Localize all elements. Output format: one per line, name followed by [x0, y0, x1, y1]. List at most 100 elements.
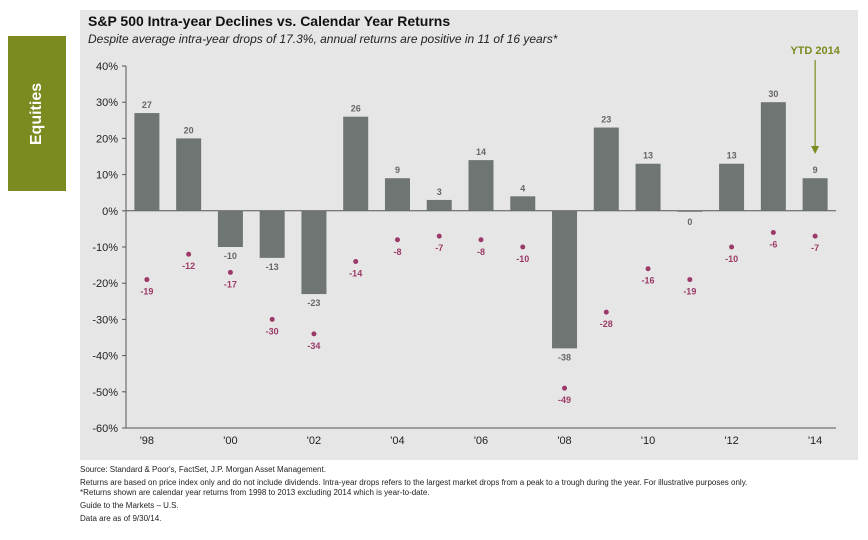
decline-point — [687, 277, 693, 283]
y-tick-label: 10% — [96, 170, 118, 182]
return-bar — [134, 113, 160, 211]
return-label: 30 — [768, 89, 778, 99]
y-tick-label: -60% — [92, 423, 118, 435]
decline-point — [812, 233, 818, 239]
y-tick-label: 30% — [96, 97, 118, 109]
y-tick-label: -40% — [92, 351, 118, 363]
decline-point — [770, 230, 776, 236]
decline-label: -34 — [307, 341, 320, 351]
decline-label: -14 — [349, 268, 362, 278]
return-label: -23 — [307, 298, 320, 308]
return-bar — [384, 178, 410, 211]
return-bar — [635, 163, 661, 211]
return-label: 26 — [351, 104, 361, 114]
decline-point — [436, 233, 442, 239]
y-tick-label: -20% — [92, 278, 118, 290]
return-label: 23 — [601, 115, 611, 125]
chart-title: S&P 500 Intra-year Declines vs. Calendar… — [88, 13, 451, 29]
decline-label: -6 — [769, 240, 777, 250]
x-tick-label: '14 — [808, 435, 822, 447]
decline-label: -8 — [477, 247, 485, 257]
decline-label: -49 — [558, 395, 571, 405]
ytd-annotation: YTD 2014 — [790, 45, 840, 57]
y-tick-label: -50% — [92, 387, 118, 399]
return-label: 27 — [142, 100, 152, 110]
date-note: Data are as of 9/30/14. — [80, 514, 162, 523]
x-tick-label: '98 — [140, 435, 154, 447]
return-bar — [259, 210, 285, 258]
y-tick-label: -10% — [92, 242, 118, 254]
decline-label: -28 — [600, 319, 613, 329]
return-label: 13 — [727, 151, 737, 161]
decline-point — [478, 237, 484, 243]
decline-point — [603, 309, 609, 315]
decline-point — [520, 244, 526, 250]
decline-label: -16 — [642, 276, 655, 286]
return-bar — [301, 210, 327, 295]
decline-point — [311, 331, 317, 337]
y-tick-label: 40% — [96, 61, 118, 73]
y-tick-label: 0% — [102, 206, 118, 218]
methodology-note: Returns are based on price index only an… — [80, 478, 748, 497]
x-tick-label: '00 — [223, 435, 237, 447]
decline-label: -19 — [683, 287, 696, 297]
return-label: -13 — [266, 262, 279, 272]
return-bar — [760, 102, 786, 211]
return-label: 9 — [395, 165, 400, 175]
return-label: -10 — [224, 251, 237, 261]
return-bar — [343, 116, 369, 211]
x-tick-label: '02 — [307, 435, 321, 447]
decline-label: -7 — [435, 243, 443, 253]
x-tick-label: '06 — [474, 435, 488, 447]
decline-label: -8 — [393, 247, 401, 257]
y-tick-label: -30% — [92, 314, 118, 326]
decline-point — [394, 237, 400, 243]
decline-point — [186, 251, 192, 257]
decline-point — [645, 266, 651, 272]
return-bar — [719, 163, 745, 211]
footnotes: Source: Standard & Poor's, FactSet, J.P.… — [80, 465, 750, 527]
return-bar — [552, 210, 578, 349]
chart-subtitle: Despite average intra-year drops of 17.3… — [88, 32, 558, 46]
return-label: 0 — [687, 217, 692, 227]
return-label: 13 — [643, 151, 653, 161]
decline-label: -19 — [140, 287, 153, 297]
return-bar — [510, 196, 536, 211]
decline-label: -10 — [725, 254, 738, 264]
decline-label: -30 — [266, 326, 279, 336]
return-label: 20 — [184, 125, 194, 135]
decline-point — [227, 269, 233, 275]
return-label: 4 — [520, 183, 525, 193]
return-label: -38 — [558, 352, 571, 362]
x-tick-label: '10 — [641, 435, 655, 447]
section-tab: Equities — [8, 36, 66, 191]
decline-label: -7 — [811, 243, 819, 253]
source-note: Source: Standard & Poor's, FactSet, J.P.… — [80, 465, 326, 474]
return-bar — [176, 138, 202, 211]
decline-point — [269, 316, 275, 322]
chart-panel — [80, 10, 858, 460]
return-label: 3 — [437, 187, 442, 197]
x-tick-label: '04 — [390, 435, 404, 447]
return-bar — [217, 210, 243, 247]
return-bar — [593, 127, 619, 211]
return-bar — [426, 199, 452, 211]
x-tick-label: '12 — [724, 435, 738, 447]
decline-point — [353, 258, 359, 264]
ytd-arrow-head — [811, 146, 820, 154]
decline-label: -17 — [224, 279, 237, 289]
decline-label: -10 — [516, 254, 529, 264]
return-label: 14 — [476, 147, 486, 157]
x-tick-label: '08 — [557, 435, 571, 447]
decline-point — [144, 277, 150, 283]
y-tick-label: 20% — [96, 133, 118, 145]
decline-point — [729, 244, 735, 250]
return-bar — [802, 178, 828, 211]
guide-note: Guide to the Markets – U.S. — [80, 501, 179, 510]
return-bar — [677, 210, 703, 212]
decline-label: -12 — [182, 261, 195, 271]
return-bar — [468, 160, 494, 211]
decline-point — [562, 385, 568, 391]
return-label: 9 — [813, 165, 818, 175]
